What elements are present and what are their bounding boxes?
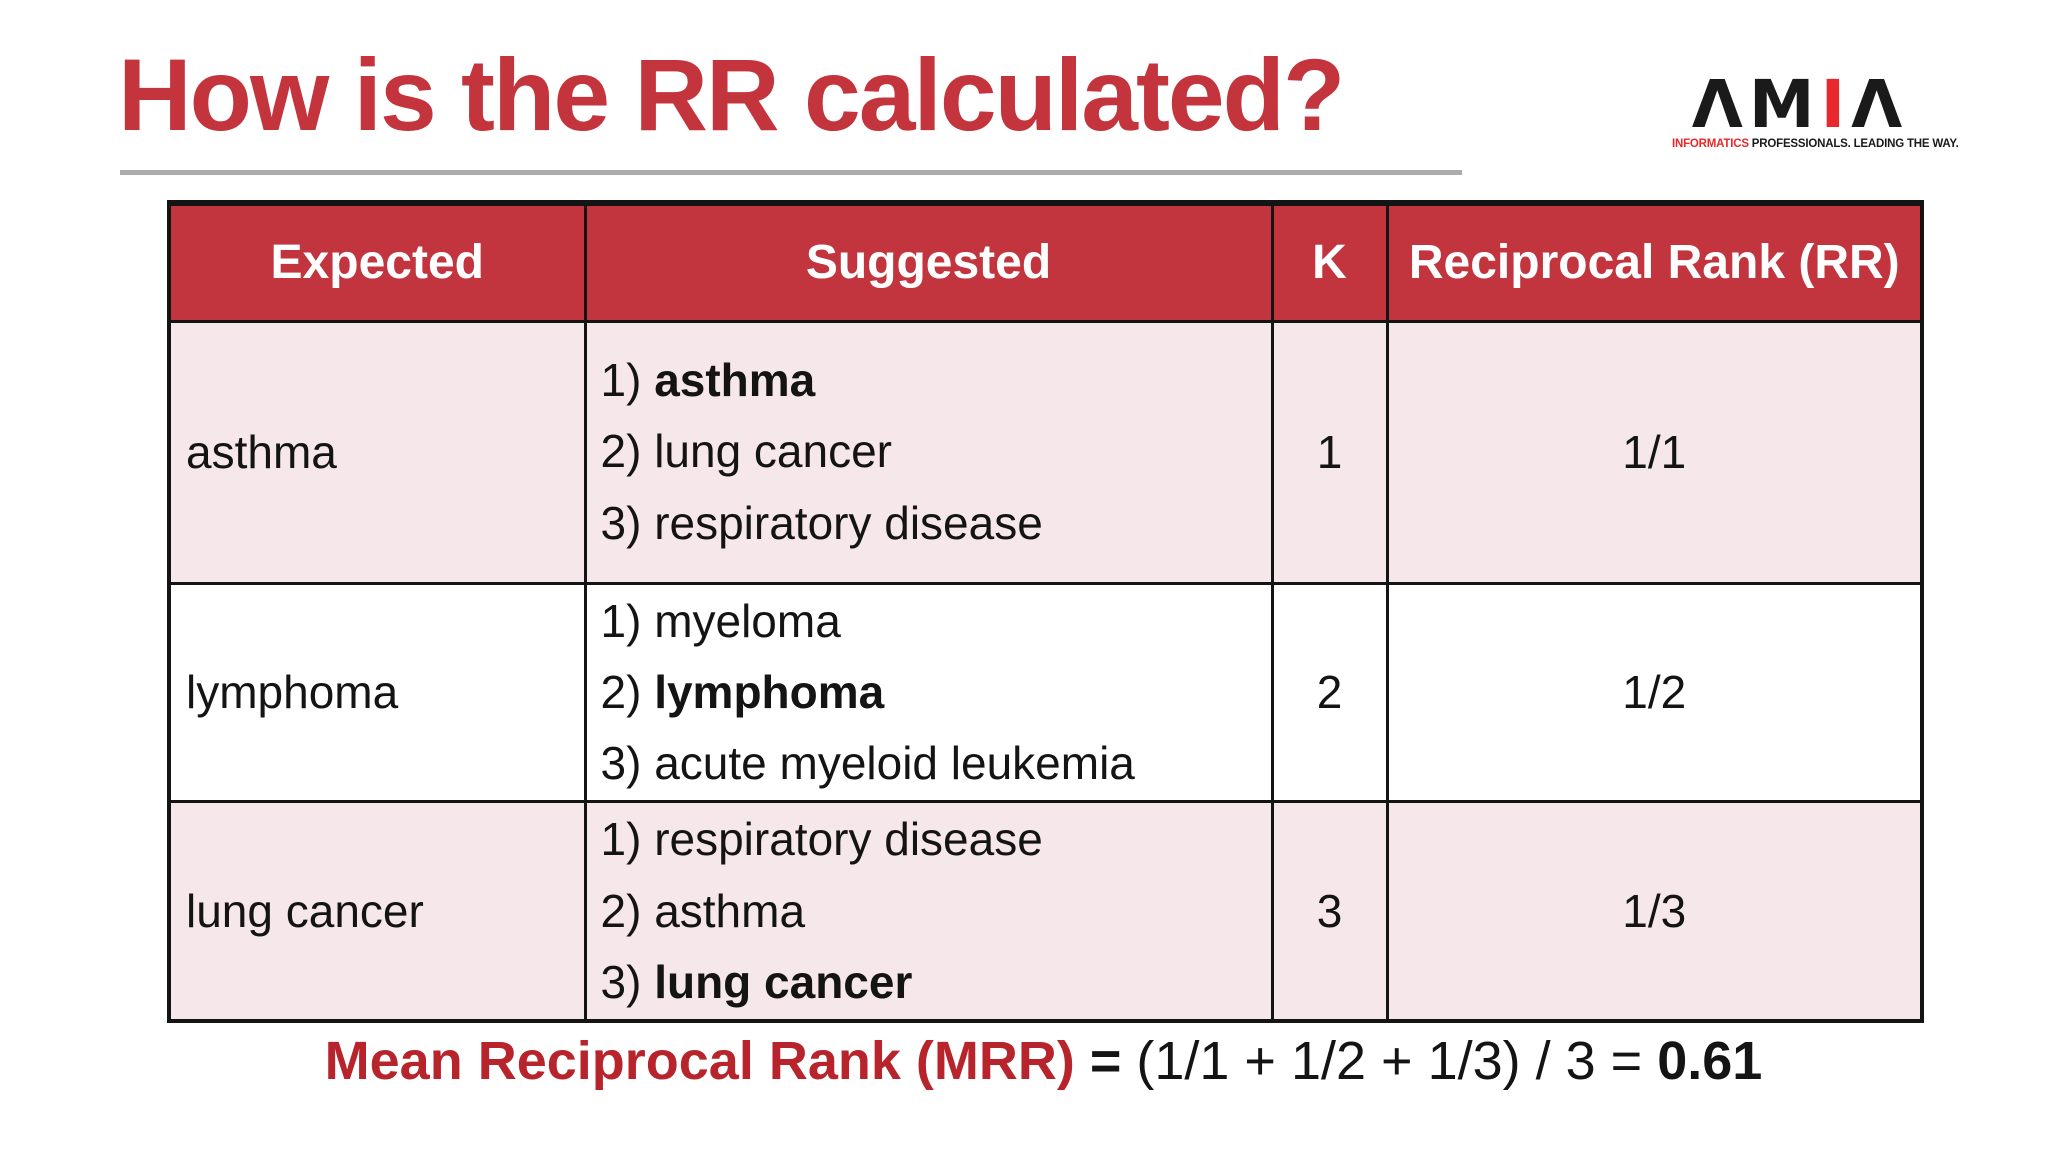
- mrr-label: Mean Reciprocal Rank (MRR): [324, 1031, 1075, 1091]
- table-row-lung-cancer: lung cancer 1) respiratory disease 2) as…: [167, 800, 1924, 1023]
- suggested-item-3: 3) acute myeloid leukemia: [600, 737, 1135, 790]
- logo-letter-m: M: [1748, 66, 1821, 143]
- suggested-item-1: 1) myeloma: [600, 594, 841, 647]
- mrr-expression: (1/1 + 1/2 + 1/3) / 3 =: [1136, 1031, 1658, 1091]
- table-row-lymphoma: lymphoma 1) myeloma 2) lymphoma 3) acute…: [167, 581, 1924, 804]
- suggested-item-1: 1) respiratory disease: [600, 813, 1043, 866]
- k-cell: 1: [1270, 319, 1389, 585]
- amia-logo-tagline: INFORMATICS PROFESSIONALS. LEADING THE W…: [1672, 137, 1959, 150]
- table-row-asthma: asthma 1) asthma 2) lung cancer 3) respi…: [167, 319, 1924, 585]
- suggested-term: respiratory disease: [654, 496, 1043, 549]
- header-suggested: Suggested: [583, 201, 1274, 323]
- suggested-item-2: 2) asthma: [600, 884, 806, 937]
- mrr-formula: Mean Reciprocal Rank (MRR) = (1/1 + 1/2 …: [167, 1030, 1920, 1092]
- logo-letter-a2: Λ: [1851, 66, 1909, 143]
- suggested-cell: 1) myeloma 2) lymphoma 3) acute myeloid …: [583, 581, 1274, 804]
- mrr-result: 0.61: [1657, 1031, 1763, 1091]
- amia-logo-wordmark: ΛMIΛ: [1672, 72, 1928, 138]
- expected-cell: lung cancer: [167, 800, 587, 1023]
- suggested-item-1: 1) asthma: [600, 354, 816, 407]
- tagline-rest: PROFESSIONALS. LEADING THE WAY.: [1748, 137, 1959, 150]
- suggested-item-2: 2) lymphoma: [600, 665, 885, 718]
- suggested-term: respiratory disease: [654, 813, 1043, 866]
- rr-cell: 1/1: [1385, 319, 1924, 585]
- suggested-item-3: 3) respiratory disease: [600, 496, 1043, 549]
- suggested-term: asthma: [654, 354, 816, 407]
- k-cell: 2: [1270, 581, 1389, 804]
- header-k: K: [1270, 201, 1389, 323]
- amia-logo: ΛMIΛ INFORMATICS PROFESSIONALS. LEADING …: [1672, 72, 1959, 150]
- tagline-highlight: INFORMATICS: [1672, 137, 1749, 150]
- expected-cell: asthma: [167, 319, 587, 585]
- rr-cell: 1/2: [1385, 581, 1924, 804]
- title-divider: [120, 170, 1462, 175]
- header-expected: Expected: [167, 201, 587, 323]
- logo-letter-i: I: [1820, 66, 1852, 143]
- expected-cell: lymphoma: [167, 581, 587, 804]
- suggested-cell: 1) asthma 2) lung cancer 3) respiratory …: [583, 319, 1274, 585]
- logo-letter-a1: Λ: [1691, 66, 1749, 143]
- suggested-term: myeloma: [654, 594, 841, 647]
- suggested-term: lung cancer: [654, 955, 913, 1008]
- suggested-item-3: 3) lung cancer: [600, 955, 913, 1008]
- suggested-term: asthma: [654, 884, 806, 937]
- suggested-item-2: 2) lung cancer: [600, 425, 893, 478]
- suggested-term: lung cancer: [654, 425, 893, 478]
- slide-title: How is the RR calculated?: [118, 38, 1345, 152]
- rr-cell: 1/3: [1385, 800, 1924, 1023]
- table-header-row: Expected Suggested K Reciprocal Rank (RR…: [167, 201, 1924, 323]
- k-cell: 3: [1270, 800, 1389, 1023]
- reciprocal-rank-table: Expected Suggested K Reciprocal Rank (RR…: [167, 200, 1924, 1024]
- mrr-equals: =: [1074, 1031, 1137, 1091]
- suggested-term: acute myeloid leukemia: [654, 737, 1135, 790]
- header-reciprocal-rank: Reciprocal Rank (RR): [1385, 201, 1924, 323]
- suggested-cell: 1) respiratory disease 2) asthma 3) lung…: [583, 800, 1274, 1023]
- suggested-term: lymphoma: [654, 665, 885, 718]
